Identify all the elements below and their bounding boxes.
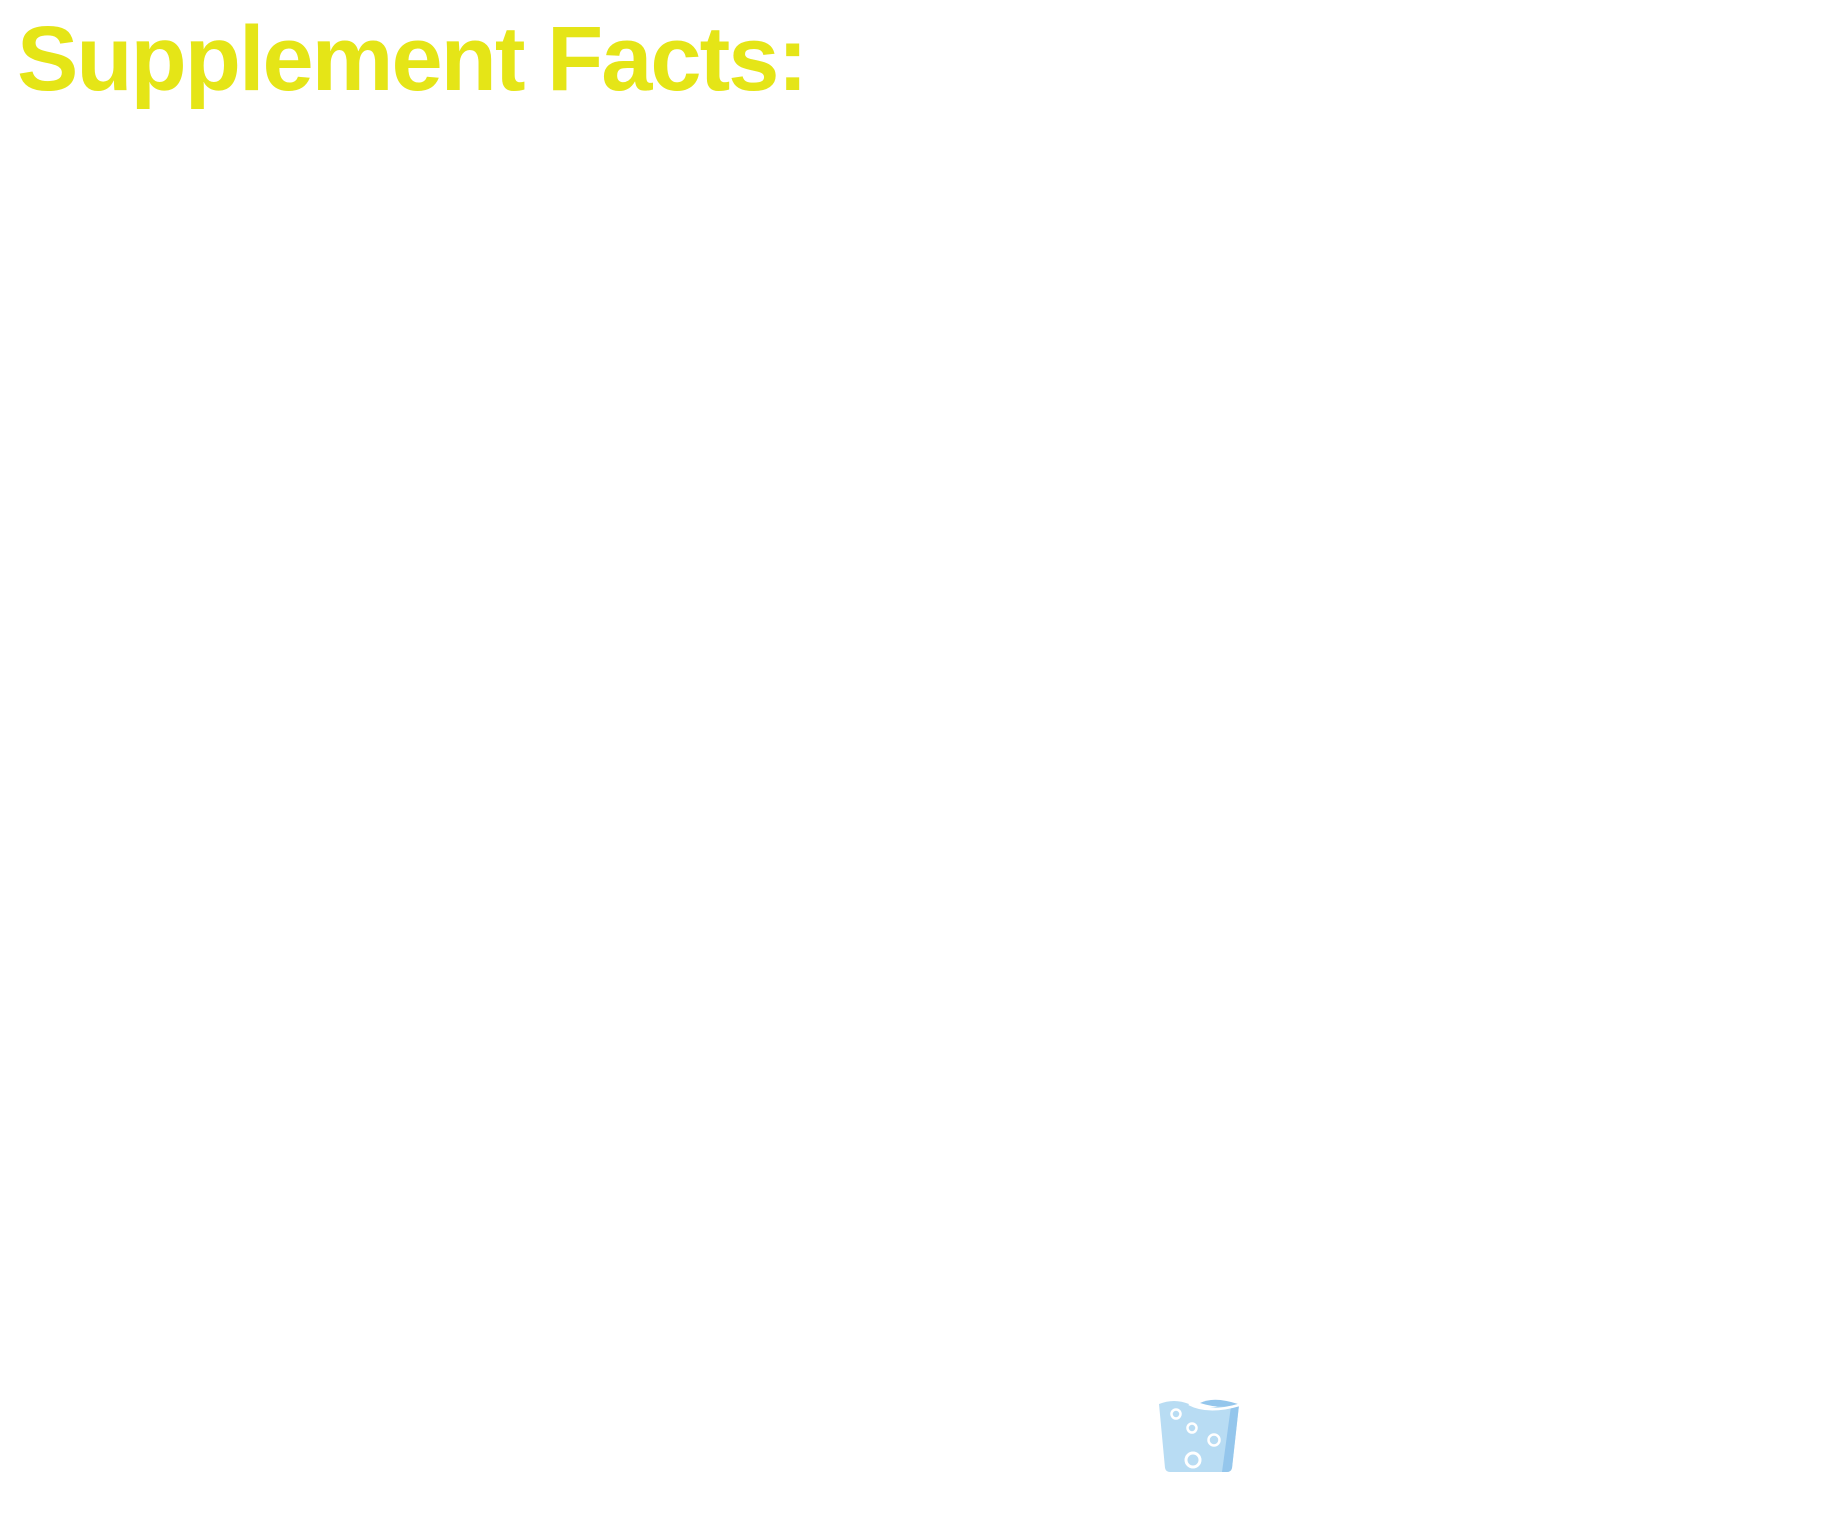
water-glass-icon [1159,1399,1240,1472]
water-line [1188,1402,1240,1411]
bubble [1184,1451,1202,1469]
glass-shade [1222,1405,1239,1472]
bubble [1186,1422,1198,1434]
water-surface [1200,1399,1238,1407]
page-title: Supplement Facts: [17,8,808,110]
bubble [1170,1408,1182,1420]
bubble [1207,1433,1221,1447]
